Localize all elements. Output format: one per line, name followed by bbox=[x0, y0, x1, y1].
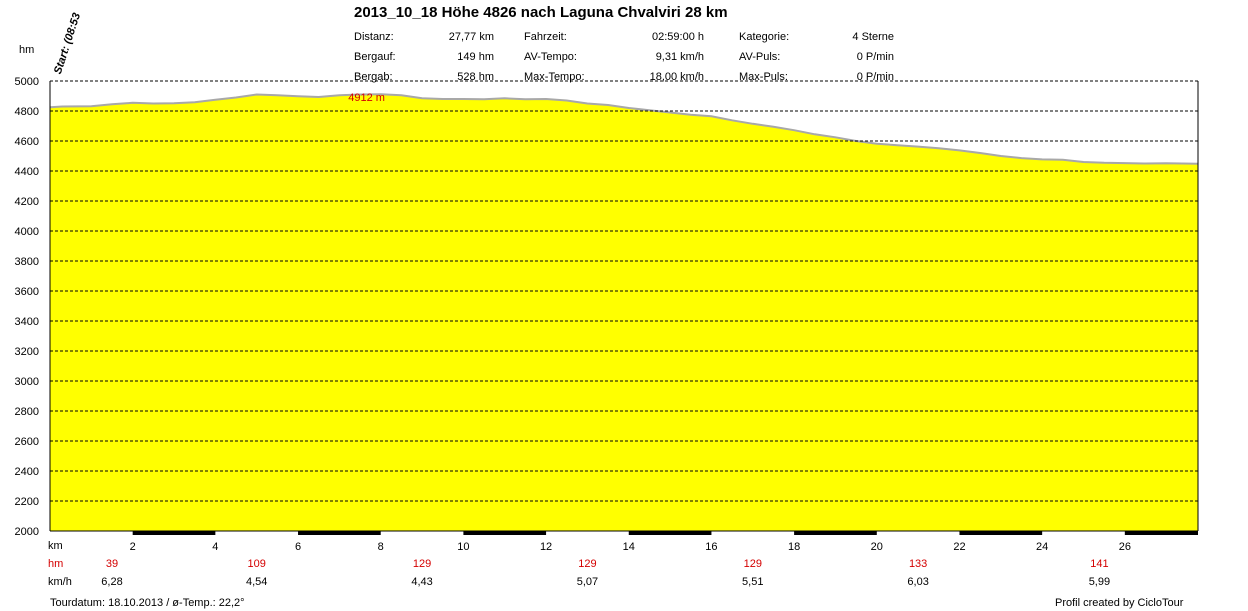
x-tick-label: 8 bbox=[378, 541, 384, 553]
x-tick-label: 6 bbox=[295, 541, 301, 553]
hm-row-label: hm bbox=[48, 558, 64, 570]
stat-label-max-tempo: Max-Tempo: bbox=[524, 71, 585, 83]
y-tick-label: 2000 bbox=[15, 526, 39, 538]
stat-label-av-tempo: AV-Tempo: bbox=[524, 51, 577, 63]
segment-speed-value: 6,28 bbox=[101, 576, 122, 588]
segment-speed-value: 4,43 bbox=[411, 576, 432, 588]
stat-label-bergauf: Bergauf: bbox=[354, 51, 396, 63]
x-tick-label: 24 bbox=[1036, 541, 1048, 553]
tour-date-info: Tourdatum: 18.10.2013 / ø-Temp.: 22,2° bbox=[50, 597, 245, 609]
km-bar-segment bbox=[794, 531, 877, 535]
segment-speed-value: 5,99 bbox=[1089, 576, 1110, 588]
y-tick-label: 5000 bbox=[15, 76, 39, 88]
km-bar-segment bbox=[463, 531, 547, 535]
y-tick-label: 3400 bbox=[15, 316, 39, 328]
km-bar-segment bbox=[959, 531, 1043, 535]
y-tick-label: 3000 bbox=[15, 376, 39, 388]
stat-value-max-tempo: 18,00 km/h bbox=[649, 71, 704, 83]
y-tick-label: 4800 bbox=[15, 106, 39, 118]
x-tick-label: 20 bbox=[871, 541, 883, 553]
segment-speed-value: 6,03 bbox=[907, 576, 928, 588]
stat-label-fahrzeit: Fahrzeit: bbox=[524, 31, 567, 43]
x-tick-label: 10 bbox=[457, 541, 469, 553]
y-tick-label: 3200 bbox=[15, 346, 39, 358]
x-tick-label: 14 bbox=[623, 541, 635, 553]
km-bar-segment bbox=[1124, 531, 1198, 535]
y-tick-label: 3600 bbox=[15, 286, 39, 298]
stat-value-max-puls: 0 P/min bbox=[856, 71, 894, 83]
y-tick-label: 2200 bbox=[15, 496, 39, 508]
segment-hm-value: 129 bbox=[578, 558, 596, 570]
segment-hm-value: 109 bbox=[248, 558, 266, 570]
x-tick-label: 12 bbox=[540, 541, 552, 553]
y-tick-label: 2800 bbox=[15, 406, 39, 418]
credit-text: Profil created by CicloTour bbox=[1055, 597, 1184, 609]
y-tick-label: 4600 bbox=[15, 136, 39, 148]
stat-label-max-puls: Max-Puls: bbox=[739, 71, 788, 83]
km-row-label: km bbox=[48, 540, 63, 552]
x-tick-label: 22 bbox=[953, 541, 965, 553]
stat-label-bergab: Bergab: bbox=[354, 71, 393, 83]
stat-value-av-tempo: 9,31 km/h bbox=[655, 51, 704, 63]
y-tick-label: 4400 bbox=[15, 166, 39, 178]
elevation-line bbox=[49, 93, 1199, 165]
stat-value-bergab: 528 hm bbox=[457, 71, 494, 83]
segment-speed-value: 5,07 bbox=[577, 576, 598, 588]
segment-hm-value: 129 bbox=[744, 558, 762, 570]
y-tick-label: 2600 bbox=[15, 436, 39, 448]
stat-value-bergauf: 149 hm bbox=[457, 51, 494, 63]
max-elevation-label: 4912 m bbox=[348, 92, 385, 104]
stat-value-av-puls: 0 P/min bbox=[856, 51, 894, 63]
stat-label-kategorie: Kategorie: bbox=[739, 31, 790, 43]
y-tick-label: 4000 bbox=[15, 226, 39, 238]
km-bar-segment bbox=[628, 531, 712, 535]
y-tick-label: 2400 bbox=[15, 466, 39, 478]
y-tick-label: 4200 bbox=[15, 196, 39, 208]
chart-title: 2013_10_18 Höhe 4826 nach Laguna Chvalvi… bbox=[354, 4, 728, 21]
stat-value-kategorie: 4 Sterne bbox=[852, 31, 894, 43]
x-tick-label: 26 bbox=[1119, 541, 1131, 553]
x-tick-label: 2 bbox=[130, 541, 136, 553]
stat-value-distanz: 27,77 km bbox=[448, 31, 494, 43]
segment-hm-value: 39 bbox=[106, 558, 118, 570]
segment-speed-value: 5,51 bbox=[742, 576, 763, 588]
stat-value-fahrzeit: 02:59:00 h bbox=[652, 31, 704, 43]
speed-row-label: km/h bbox=[48, 576, 72, 588]
y-axis-label: hm bbox=[19, 44, 35, 56]
x-tick-label: 16 bbox=[705, 541, 717, 553]
stat-label-distanz: Distanz: bbox=[354, 31, 394, 43]
segment-hm-value: 133 bbox=[909, 558, 927, 570]
stat-label-av-puls: AV-Puls: bbox=[739, 51, 781, 63]
segment-speed-value: 4,54 bbox=[246, 576, 267, 588]
km-bar-segment bbox=[132, 531, 216, 535]
x-tick-label: 4 bbox=[212, 541, 218, 553]
segment-hm-value: 129 bbox=[413, 558, 431, 570]
km-bar-segment bbox=[298, 531, 381, 535]
x-tick-label: 18 bbox=[788, 541, 800, 553]
elevation-area bbox=[50, 94, 1198, 531]
segment-hm-value: 141 bbox=[1090, 558, 1108, 570]
y-tick-label: 3800 bbox=[15, 256, 39, 268]
